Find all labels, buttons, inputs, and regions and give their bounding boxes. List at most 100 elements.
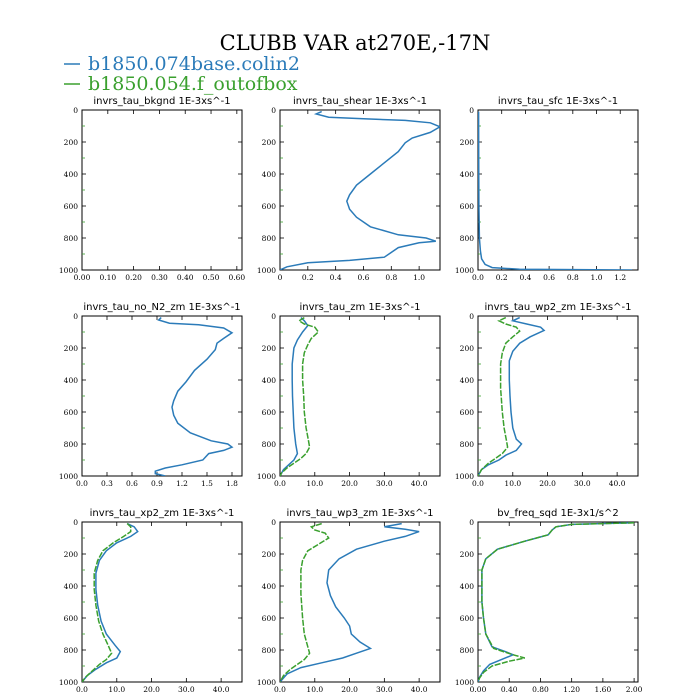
plot-frame xyxy=(81,109,243,271)
x-tick-label: 10.0 xyxy=(108,685,125,694)
y-tick-label: 1000 xyxy=(455,472,474,481)
x-tick-label: 0.30 xyxy=(151,273,168,282)
y-tick-label: 0 xyxy=(73,106,78,115)
y-tick-label: 1000 xyxy=(59,266,78,275)
x-tick-label: 0.0 xyxy=(76,479,88,488)
panel-5: invrs_tau_wp2_zm 1E-3xs^-1 0.0 10.0 20.0 30.… xyxy=(455,302,639,488)
y-tick-label: 1000 xyxy=(59,678,78,687)
x-tick-label: 20.0 xyxy=(143,685,160,694)
y-tick-label: 1000 xyxy=(257,266,276,275)
series-line-0 xyxy=(280,110,440,270)
panel-3: invrs_tau_no_N2_zm 1E-3xs^-1 0.0 0.3 0.6 0.9… xyxy=(59,302,243,488)
series-line-0 xyxy=(82,522,139,682)
x-tick-label: 1.2 xyxy=(176,479,188,488)
x-tick-label: 0.6 xyxy=(358,273,370,282)
panel-6: invrs_tau_xp2_zm 1E-3xs^-1 0.0 10.0 20.0 30.… xyxy=(59,508,243,694)
y-tick-label: 400 xyxy=(262,582,277,591)
legend: b1850.074base.colin2 b1850.054.f_outofbo… xyxy=(64,53,300,95)
plot-frame xyxy=(477,315,639,477)
x-tick-label: 0.40 xyxy=(177,273,194,282)
y-tick-label: 800 xyxy=(64,234,79,243)
x-tick-label: 0.8 xyxy=(567,273,579,282)
x-tick-label: 0.4 xyxy=(519,273,531,282)
panel-title: bv_freq_sqd 1E-3x1/s^2 xyxy=(497,508,619,519)
series-line-0 xyxy=(478,316,546,476)
y-tick-label: 1000 xyxy=(455,266,474,275)
y-tick-label: 600 xyxy=(64,614,79,623)
y-tick-label: 800 xyxy=(460,646,475,655)
y-tick-label: 200 xyxy=(262,138,277,147)
x-tick-label: 2.00 xyxy=(626,685,643,694)
series-line-1 xyxy=(280,522,330,682)
x-tick-label: 0.8 xyxy=(385,273,397,282)
x-tick-label: 40.0 xyxy=(411,685,428,694)
plot-frame xyxy=(279,521,441,683)
y-tick-label: 600 xyxy=(262,408,277,417)
y-tick-label: 600 xyxy=(460,202,475,211)
legend-label-1: b1850.054.f_outofbox xyxy=(88,73,298,95)
plot-frame xyxy=(477,109,639,271)
x-tick-label: 0.3 xyxy=(101,479,113,488)
y-tick-label: 600 xyxy=(460,408,475,417)
y-tick-label: 600 xyxy=(64,202,79,211)
x-tick-label: 1.0 xyxy=(591,273,603,282)
y-tick-label: 800 xyxy=(460,234,475,243)
y-tick-label: 400 xyxy=(64,376,79,385)
series-line-0 xyxy=(478,522,635,682)
y-tick-label: 200 xyxy=(262,550,277,559)
y-tick-label: 200 xyxy=(64,138,79,147)
y-tick-label: 0 xyxy=(469,312,474,321)
y-tick-label: 0 xyxy=(469,106,474,115)
y-tick-label: 800 xyxy=(64,646,79,655)
y-tick-label: 400 xyxy=(262,376,277,385)
x-tick-label: 20.0 xyxy=(539,479,556,488)
y-tick-label: 400 xyxy=(64,170,79,179)
y-tick-label: 400 xyxy=(460,170,475,179)
x-tick-label: 1.2 xyxy=(614,273,626,282)
x-tick-label: 0.00 xyxy=(74,273,91,282)
x-tick-label: 0.10 xyxy=(99,273,116,282)
y-tick-label: 400 xyxy=(460,376,475,385)
y-tick-label: 400 xyxy=(262,170,277,179)
panel-2: invrs_tau_sfc 1E-3xs^-1 0.0 0.2 0.4 0.6 0.8 1.… xyxy=(455,96,639,282)
x-tick-label: 40.0 xyxy=(411,479,428,488)
y-tick-label: 800 xyxy=(460,440,475,449)
x-tick-label: 30.0 xyxy=(376,685,393,694)
x-tick-label: 0.4 xyxy=(330,273,342,282)
x-tick-label: 0.0 xyxy=(472,479,484,488)
x-tick-label: 0.9 xyxy=(151,479,163,488)
plot-frame xyxy=(477,521,639,683)
series-line-1 xyxy=(280,316,320,476)
figure-title: CLUBB VAR at270E,-17N xyxy=(220,31,491,55)
y-tick-label: 600 xyxy=(262,614,277,623)
plot-frame xyxy=(81,521,243,683)
x-tick-label: 10.0 xyxy=(306,479,323,488)
y-tick-label: 0 xyxy=(73,312,78,321)
x-tick-label: 0.0 xyxy=(472,273,484,282)
x-tick-label: 0.80 xyxy=(532,685,549,694)
x-tick-label: 0.0 xyxy=(274,685,286,694)
y-tick-label: 0 xyxy=(73,518,78,527)
panel-1: invrs_tau_shear 1E-3xs^-1 0 0.2 0.4 0.6 0.8 1.… xyxy=(257,96,441,282)
x-tick-label: 0.2 xyxy=(496,273,508,282)
y-tick-label: 0 xyxy=(469,518,474,527)
x-tick-label: 30.0 xyxy=(574,479,591,488)
panel-title: invrs_tau_sfc 1E-3xs^-1 xyxy=(498,96,618,107)
y-tick-label: 0 xyxy=(271,518,276,527)
y-tick-label: 1000 xyxy=(257,678,276,687)
y-tick-label: 0 xyxy=(271,106,276,115)
panel-4: invrs_tau_zm 1E-3xs^-1 0.0 10.0 20.0 30.0 40.… xyxy=(257,302,441,488)
x-tick-label: 20.0 xyxy=(341,479,358,488)
series-line-0 xyxy=(280,317,309,476)
y-tick-label: 800 xyxy=(262,646,277,655)
x-tick-label: 20.0 xyxy=(341,685,358,694)
x-tick-label: 10.0 xyxy=(504,479,521,488)
x-tick-label: 0.40 xyxy=(501,685,518,694)
x-tick-label: 0 xyxy=(278,273,283,282)
series-line-1 xyxy=(478,522,635,682)
y-tick-label: 400 xyxy=(64,582,79,591)
panel-title: invrs_tau_no_N2_zm 1E-3xs^-1 xyxy=(83,302,240,313)
x-tick-label: 1.20 xyxy=(563,685,580,694)
x-tick-label: 40.0 xyxy=(213,685,230,694)
